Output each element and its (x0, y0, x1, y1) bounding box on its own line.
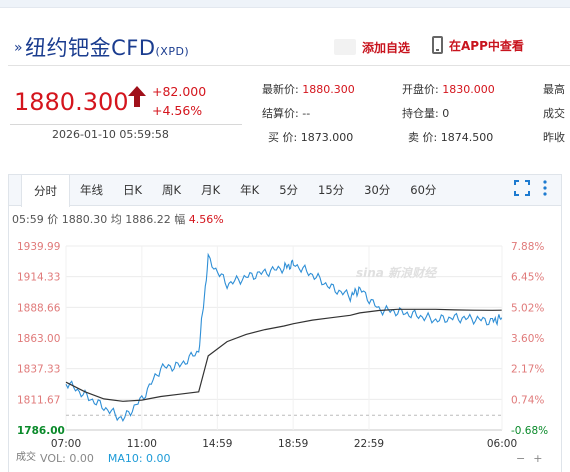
vol-value: VOL: 0.00 (40, 452, 94, 465)
stat-value: 1880.300 (302, 83, 355, 96)
stat-prev-close: 昨收 (543, 129, 565, 145)
tab-daily-k[interactable]: 日K (123, 183, 143, 197)
more-icon[interactable] (542, 180, 548, 196)
stat-value: 1874.500 (440, 131, 494, 144)
x-tick-label: 22:59 (354, 438, 384, 450)
stat-label: 卖 价: (408, 131, 438, 144)
tab-monthly-k[interactable]: 月K (201, 183, 221, 197)
add-watch-label: 添加自选 (362, 40, 411, 55)
y-tick-left: 1786.00 (17, 425, 65, 437)
stat-open-interest: 持仓量: 0 (402, 105, 449, 121)
y-tick-right: 0.74% (511, 394, 544, 406)
instrument-name: 纽约钯金CFD (25, 36, 156, 60)
add-watch-button[interactable]: 添加自选 (334, 37, 410, 57)
stat-label: 成交 (543, 107, 565, 120)
ma10-value: MA10: 0.00 (107, 452, 171, 465)
stat-label: 买 价: (268, 131, 298, 144)
header-divider (8, 65, 570, 66)
fullscreen-icon[interactable] (514, 180, 530, 196)
y-tick-right: 5.02% (511, 302, 544, 314)
stat-value: 1830.000 (442, 83, 495, 96)
info-time: 05:59 (12, 213, 44, 226)
info-avg-label: 均 (110, 213, 122, 226)
watermark: sina 新浪财经 (356, 266, 438, 280)
chevron-right-icon: » (14, 40, 24, 56)
stat-value: 1873.000 (300, 131, 354, 144)
tab-yearly-k[interactable]: 年K (240, 183, 260, 197)
tab-60min[interactable]: 60分 (410, 183, 437, 197)
price-line (65, 252, 503, 423)
tab-year-line[interactable]: 年线 (80, 183, 103, 197)
x-tick-label: 06:00 (487, 438, 517, 450)
stat-settle: 结算价: -- (262, 105, 310, 121)
stat-label: 持仓量: (402, 107, 439, 120)
y-tick-right: 3.60% (511, 333, 544, 345)
tab-15min[interactable]: 15分 (318, 183, 345, 197)
stat-value: 0 (442, 107, 450, 120)
stat-ask: 卖 价: 1874.500 (408, 129, 493, 145)
info-amp-label: 幅 (174, 213, 186, 226)
chart-tools (514, 180, 548, 196)
stat-high: 最高 (543, 81, 565, 97)
change-value: +82.000 (152, 84, 207, 99)
info-price-label: 价 (47, 213, 59, 226)
stat-bid: 买 价: 1873.000 (268, 129, 353, 145)
stat-label: 昨收 (543, 131, 565, 144)
y-tick-left: 1888.66 (17, 302, 61, 314)
stat-value: -- (302, 107, 311, 120)
plus-icon[interactable]: + (533, 452, 543, 465)
x-tick-label: 11:00 (127, 438, 157, 450)
quote-timestamp: 2026-01-10 05:59:58 (52, 128, 169, 141)
y-tick-right: 6.45% (511, 272, 544, 284)
stat-latest: 最新价: 1880.300 (262, 81, 355, 97)
info-price: 1880.30 (61, 213, 108, 226)
phone-icon (432, 36, 443, 54)
price-divider (10, 124, 242, 125)
info-amp: 4.56% (188, 213, 224, 226)
x-tick-label: 14:59 (202, 438, 232, 450)
change-percent: +4.56% (152, 103, 203, 118)
volume-label: 成交 (16, 452, 36, 463)
page-title: »纽约钯金CFD(XPD) (14, 32, 189, 62)
tab-5min[interactable]: 5分 (279, 183, 299, 197)
volume-controls: − + (516, 452, 542, 465)
tab-30min[interactable]: 30分 (364, 183, 391, 197)
y-tick-left: 1837.33 (17, 364, 60, 376)
view-in-app-button[interactable]: 在APP中查看 (432, 36, 524, 54)
x-tick-label: 07:00 (51, 438, 81, 450)
y-tick-left: 1939.99 (17, 241, 60, 253)
top-bar (0, 0, 570, 8)
minus-icon[interactable]: − (516, 452, 526, 465)
y-tick-left: 1863.00 (17, 333, 60, 345)
intraday-chart[interactable]: 1939.99 7.88% 1914.33 6.45% 1888.66 5.02% 1863… (8, 230, 562, 452)
tab-intraday[interactable]: 分时 (21, 174, 70, 207)
y-tick-left: 1811.67 (17, 394, 60, 406)
tab-weekly-k[interactable]: 周K (162, 183, 182, 197)
stat-open: 开盘价: 1830.000 (402, 81, 495, 97)
info-avg: 1886.22 (125, 213, 171, 226)
volume-legend: VOL: 0.00 MA10: 0.00 (40, 452, 171, 465)
add-watch-icon (334, 39, 356, 55)
y-tick-right: -0.68% (511, 425, 548, 437)
last-price: 1880.300 (14, 88, 129, 116)
x-tick-label: 18:59 (278, 438, 308, 450)
period-tabs: 分时 年线 日K 周K 月K 年K 5分 15分 30分 60分 (8, 174, 562, 207)
stat-label: 最高 (543, 83, 565, 96)
price-change: +82.000 +4.56% (152, 82, 206, 120)
y-tick-left: 1914.33 (17, 272, 60, 284)
up-arrow-icon (128, 86, 146, 107)
y-tick-right: 7.88% (511, 241, 544, 253)
stat-volume: 成交 (543, 105, 565, 121)
instrument-code: (XPD) (155, 45, 190, 58)
view-in-app-label: 在APP中查看 (449, 38, 524, 53)
y-tick-right: 2.17% (511, 364, 544, 376)
average-line (65, 308, 502, 402)
stat-label: 最新价: (262, 83, 299, 96)
stat-label: 开盘价: (402, 83, 439, 96)
crosshair-info: 05:59 价 1880.30 均 1886.22 幅 4.56% (12, 211, 224, 227)
stat-label: 结算价: (262, 107, 299, 120)
